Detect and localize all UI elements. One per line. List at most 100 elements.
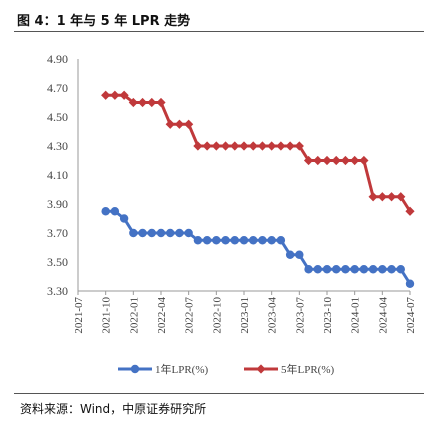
data-point-series-2 [276,141,286,151]
data-point-series-1 [138,228,147,238]
data-point-series-1 [295,250,304,259]
data-point-series-2 [137,97,148,108]
data-point-series-1 [350,265,359,274]
data-point-series-1 [239,236,249,245]
x-tick-label: 2023-10 [322,297,334,334]
data-point-series-2 [110,90,120,100]
y-tick-label: 4.30 [47,139,68,153]
data-point-series-2 [257,141,268,151]
legend-label-2: 5年LPR(%) [281,362,334,376]
x-tick-label: 2022-01 [128,297,140,334]
data-point-series-1 [405,279,415,288]
data-point-series-2 [128,97,138,108]
y-tick-label: 4.70 [47,81,68,95]
y-tick-label: 4.50 [47,110,68,124]
data-point-series-1 [313,265,322,274]
data-point-series-1 [368,265,378,274]
source-note: 资料来源：Wind，中原证券研究所 [20,402,207,416]
data-point-series-2 [386,192,397,202]
data-point-series-1 [387,265,396,274]
x-tick-label: 2024-01 [350,297,362,334]
data-point-series-1 [101,207,110,216]
data-point-series-1 [341,265,350,274]
data-point-series-1 [359,265,369,274]
x-tick-label: 2021-07 [73,297,85,334]
data-point-series-1 [221,236,230,245]
figure-title: 图 4：1 年与 5 年 LPR 走势 [17,14,191,29]
chart-legend: 1年LPR(%) 5年LPR(%) [118,362,334,376]
data-point-series-2 [211,141,221,151]
data-point-series-1 [212,236,221,245]
data-point-series-1 [147,228,156,238]
y-tick-label: 3.50 [47,255,68,269]
data-point-series-1 [175,228,184,238]
x-tick-label: 2023-07 [294,297,306,334]
data-point-series-2 [285,141,295,151]
data-point-series-1 [378,265,387,274]
legend-marker-2 [256,364,266,374]
data-point-series-2 [184,119,194,129]
series-line-2 [105,93,412,213]
data-point-series-2 [405,206,415,216]
source-rule [14,393,424,394]
data-point-series-1 [119,214,129,223]
data-point-series-2 [350,155,360,166]
data-point-series-2 [331,155,341,166]
data-point-series-2 [340,155,351,166]
data-point-series-2 [267,141,277,151]
data-point-series-2 [174,119,185,129]
x-tick-label: 2023-04 [267,297,279,334]
x-tick-label: 2021-10 [101,297,113,334]
data-point-series-1 [166,228,175,238]
data-point-series-1 [156,228,166,238]
data-point-series-2 [359,155,369,166]
data-point-series-1 [249,236,258,245]
data-point-series-1 [285,250,295,259]
data-point-series-2 [303,155,314,166]
y-tick-label: 3.90 [47,197,68,211]
x-tick-label: 2024-04 [377,297,389,334]
y-tick-label: 3.30 [47,284,68,298]
x-tick-label: 2022-07 [184,297,196,334]
lpr-line-chart: 4.90 4.70 4.50 4.30 4.10 3.90 3.70 3.50 3.30 2021… [47,52,417,376]
data-point-series-1 [304,265,313,274]
data-point-series-1 [258,236,267,245]
data-point-series-2 [313,155,323,166]
x-tick-label: 2023-01 [239,297,251,334]
legend-label-1: 1年LPR(%) [155,362,208,376]
data-point-series-2 [248,141,258,151]
y-tick-label: 3.70 [47,226,68,240]
data-point-series-2 [165,119,175,129]
data-point-series-2 [156,97,166,108]
x-tick-label: 2024-07 [405,297,417,334]
data-point-series-2 [101,90,111,100]
data-point-series-2 [193,141,203,151]
data-point-series-1 [322,265,332,274]
data-point-series-2 [368,192,378,202]
data-point-series-1 [129,228,138,238]
data-point-series-1 [276,236,286,245]
data-point-series-2 [396,192,406,202]
series-line-1 [105,209,412,285]
y-tick-label: 4.90 [47,52,68,66]
data-point-series-1 [184,228,193,238]
data-point-series-1 [230,236,239,245]
data-point-series-1 [202,236,212,245]
chart-axes: 4.90 4.70 4.50 4.30 4.10 3.90 3.70 3.50 3.30 2021… [47,52,417,334]
data-point-series-2 [202,141,212,151]
data-point-series-2 [230,141,240,151]
data-point-series-2 [220,141,231,151]
data-point-series-1 [396,265,405,274]
chart-series-layer [101,90,415,288]
data-point-series-1 [110,207,120,216]
legend-marker-1 [130,364,140,374]
title-rule [14,31,424,32]
data-point-series-2 [377,192,387,202]
data-point-series-2 [294,141,304,151]
data-point-series-2 [322,155,332,166]
x-tick-label: 2022-10 [211,297,223,334]
data-point-series-2 [147,97,157,108]
y-tick-label: 4.10 [47,168,68,182]
data-point-series-2 [239,141,249,151]
data-point-series-1 [267,236,276,245]
